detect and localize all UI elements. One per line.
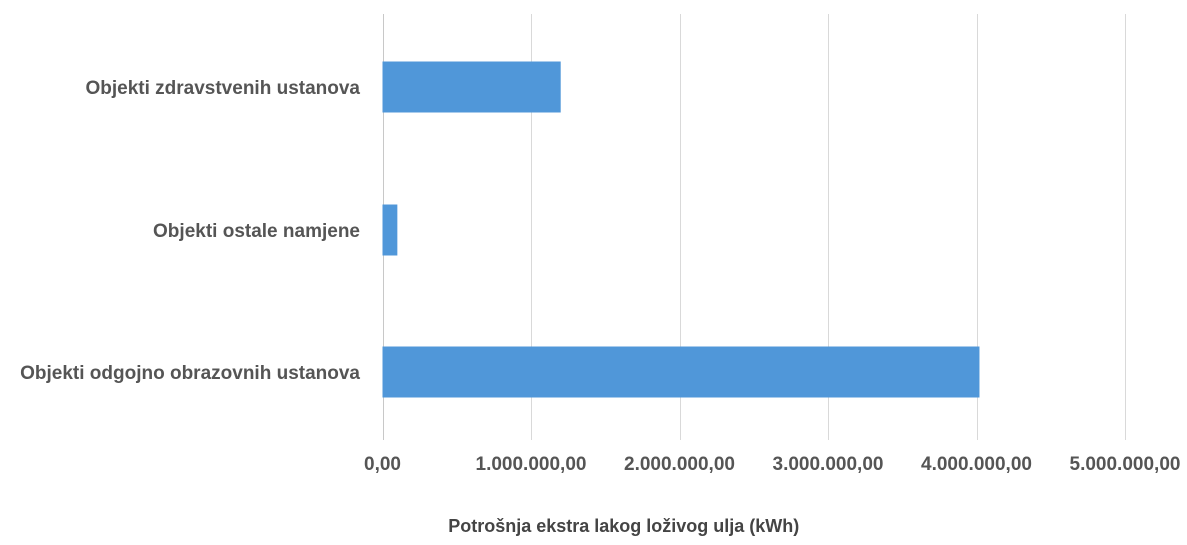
x-tick-label: 2.000.000,00: [624, 454, 735, 475]
x-tick-label: 0,00: [364, 454, 401, 475]
x-tick-label: 3.000.000,00: [773, 454, 884, 475]
category-label: Objekti ostale namjene: [153, 221, 360, 242]
bars: [382, 61, 980, 398]
bar: [382, 204, 398, 256]
x-tick-label: 4.000.000,00: [921, 454, 1032, 475]
x-axis-title: Potrošnja ekstra lakog loživog ulja (kWh…: [448, 516, 799, 536]
category-label: Objekti zdravstvenih ustanova: [85, 78, 360, 99]
category-label: Objekti odgojno obrazovnih ustanova: [20, 363, 360, 384]
x-tick-labels: 0,00 1.000.000,00 2.000.000,00 3.000.000,00…: [364, 454, 1180, 475]
category-labels: Objekti zdravstvenih ustanova Objekti ost…: [20, 78, 360, 384]
x-tick-label: 5.000.000,00: [1070, 454, 1181, 475]
x-tick-label: 1.000.000,00: [476, 454, 587, 475]
bar: [382, 61, 561, 113]
bar: [382, 346, 980, 398]
